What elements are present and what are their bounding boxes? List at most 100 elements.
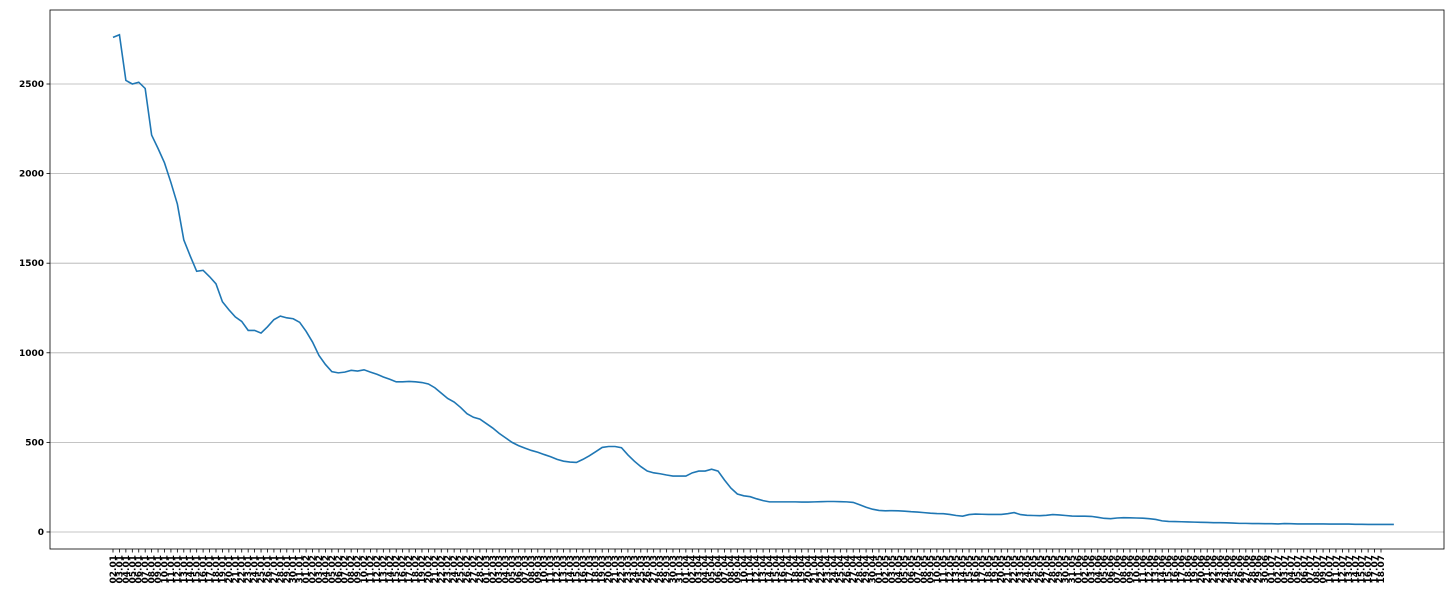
- line: [112, 33, 1394, 526]
- x-tick-label: 18.06: [1184, 555, 1194, 583]
- x-tick-label: 22.04: [817, 555, 827, 583]
- axes-frame: [49, 9, 1445, 550]
- x-tick-label: 11.05: [939, 555, 949, 583]
- x-tick-label: 26.01: [263, 555, 273, 583]
- x-tick-label: 14.05: [959, 555, 969, 583]
- x-tick-label: 08.02: [347, 555, 357, 583]
- x-tick-label: 10.06: [1132, 555, 1142, 583]
- x-tick-label: 11.06: [1139, 555, 1149, 583]
- x-tick-label: 27.05: [1042, 555, 1052, 583]
- x-tick-label: 24.04: [830, 555, 840, 583]
- x-tick-label: 07.07: [1306, 555, 1316, 583]
- x-tick-label: 06.02: [334, 555, 344, 583]
- x-tick-label: 03.01: [115, 555, 125, 583]
- x-tick-label: 12.06: [1145, 555, 1155, 583]
- x-tick-label: 28.01: [276, 555, 286, 583]
- x-tick-label: 26.02: [463, 555, 473, 583]
- x-tick-label: 06.03: [515, 555, 525, 583]
- x-tick-label: 04.04: [701, 555, 711, 583]
- y-tick-label: 500: [25, 438, 44, 448]
- x-tick-label: 18.01: [212, 555, 222, 583]
- x-tick-label: 02.06: [1081, 555, 1091, 583]
- x-tick-label: 01.06: [1074, 555, 1084, 583]
- x-tick-label: 22.06: [1210, 555, 1220, 583]
- x-tick-label: 08.03: [527, 555, 537, 583]
- x-tick-label: 17.03: [585, 555, 595, 583]
- x-tick-label: 04.03: [502, 555, 512, 583]
- x-tick-label: 17.04: [785, 555, 795, 583]
- x-tick-label: 09.03: [534, 555, 544, 583]
- x-tick-label: 03.02: [315, 555, 325, 583]
- x-tick-label: 21.04: [811, 555, 821, 583]
- x-tick-label: 09.01: [154, 555, 164, 583]
- x-tick-label: 25.06: [1229, 555, 1239, 583]
- x-tick-label: 08.06: [1120, 555, 1130, 583]
- x-tick-label: 17.07: [1371, 555, 1381, 583]
- x-tick-label: 04.02: [321, 555, 331, 583]
- x-tick-label: 14.04: [766, 555, 776, 583]
- x-tick-label: 10.03: [540, 555, 550, 583]
- x-tick-label: 16.07: [1364, 555, 1374, 583]
- x-tick-label: 07.06: [1113, 555, 1123, 583]
- x-tick-label: 15.05: [965, 555, 975, 583]
- x-tick-label: 26.05: [1036, 555, 1046, 583]
- y-tick-label: 0: [38, 528, 44, 538]
- x-tick-label: 20.02: [424, 555, 434, 583]
- x-tick-label: 20.03: [605, 555, 615, 583]
- x-tick-label: 17.02: [405, 555, 415, 583]
- x-tick-label: 18.05: [984, 555, 994, 583]
- x-tick-label: 10.04: [740, 555, 750, 583]
- x-tick-label: 20.04: [804, 555, 814, 583]
- x-tick-label: 13.04: [759, 555, 769, 583]
- x-tick-label: 23.03: [624, 555, 634, 583]
- x-tick-label: 21.06: [1203, 555, 1213, 583]
- x-tick-label: 09.07: [1319, 555, 1329, 583]
- x-tick-label: 30.03: [669, 555, 679, 583]
- x-tick-label: 28.03: [656, 555, 666, 583]
- x-tick-label: 16.03: [579, 555, 589, 583]
- x-tick-label: 21.05: [1004, 555, 1014, 583]
- x-tick-label: 06.07: [1300, 555, 1310, 583]
- x-tick-label: 15.04: [772, 555, 782, 583]
- x-tick-label: 01.04: [682, 555, 692, 583]
- x-tick-label: 12.03: [553, 555, 563, 583]
- x-tick-label: 22.02: [437, 555, 447, 583]
- x-tick-label: 23.04: [823, 555, 833, 583]
- x-tick-label: 04.06: [1094, 555, 1104, 583]
- x-tick-label: 31.01: [296, 555, 306, 583]
- x-tick-label: 07.01: [141, 555, 151, 583]
- y-tick-label: 1000: [19, 349, 44, 359]
- x-tick-label: 09.04: [733, 555, 743, 583]
- x-tick-label: 28.05: [1049, 555, 1059, 583]
- x-tick-label: 15.06: [1165, 555, 1175, 583]
- x-tick-label: 14.01: [186, 555, 196, 583]
- x-tick-label: 04.07: [1287, 555, 1297, 583]
- x-tick-label: 05.02: [328, 555, 338, 583]
- x-tick-label: 07.03: [521, 555, 531, 583]
- x-tick-label: 05.06: [1100, 555, 1110, 583]
- x-tick-label: 21.02: [431, 555, 441, 583]
- x-tick-label: 02.05: [881, 555, 891, 583]
- x-tick-label: 03.07: [1280, 555, 1290, 583]
- x-tick-label: 15.02: [392, 555, 402, 583]
- x-tick-label: 26.06: [1235, 555, 1245, 583]
- x-tick-label: 19.02: [418, 555, 428, 583]
- x-tick-label: 27.04: [849, 555, 859, 583]
- x-tick-label: 12.02: [373, 555, 383, 583]
- x-tick-label: 28.02: [476, 555, 486, 583]
- x-tick-label: 22.05: [1010, 555, 1020, 583]
- x-tick-label: 28.04: [856, 555, 866, 583]
- x-tick-label: 05.04: [708, 555, 718, 583]
- x-tick-label: 13.05: [952, 555, 962, 583]
- x-tick-label: 20.01: [225, 555, 235, 583]
- x-tick-label: 06.06: [1107, 555, 1117, 583]
- x-tick-label: 10.01: [160, 555, 170, 583]
- x-tick-label: 16.01: [199, 555, 209, 583]
- x-tick-label: 03.04: [695, 555, 705, 583]
- x-tick-label: 29.05: [1055, 555, 1065, 583]
- x-tick-label: 02.03: [489, 555, 499, 583]
- x-tick-label: 01.07: [1268, 555, 1278, 583]
- x-tick-label: 19.01: [218, 555, 228, 583]
- x-tick-label: 24.01: [251, 555, 261, 583]
- x-tick-label: 24.02: [450, 555, 460, 583]
